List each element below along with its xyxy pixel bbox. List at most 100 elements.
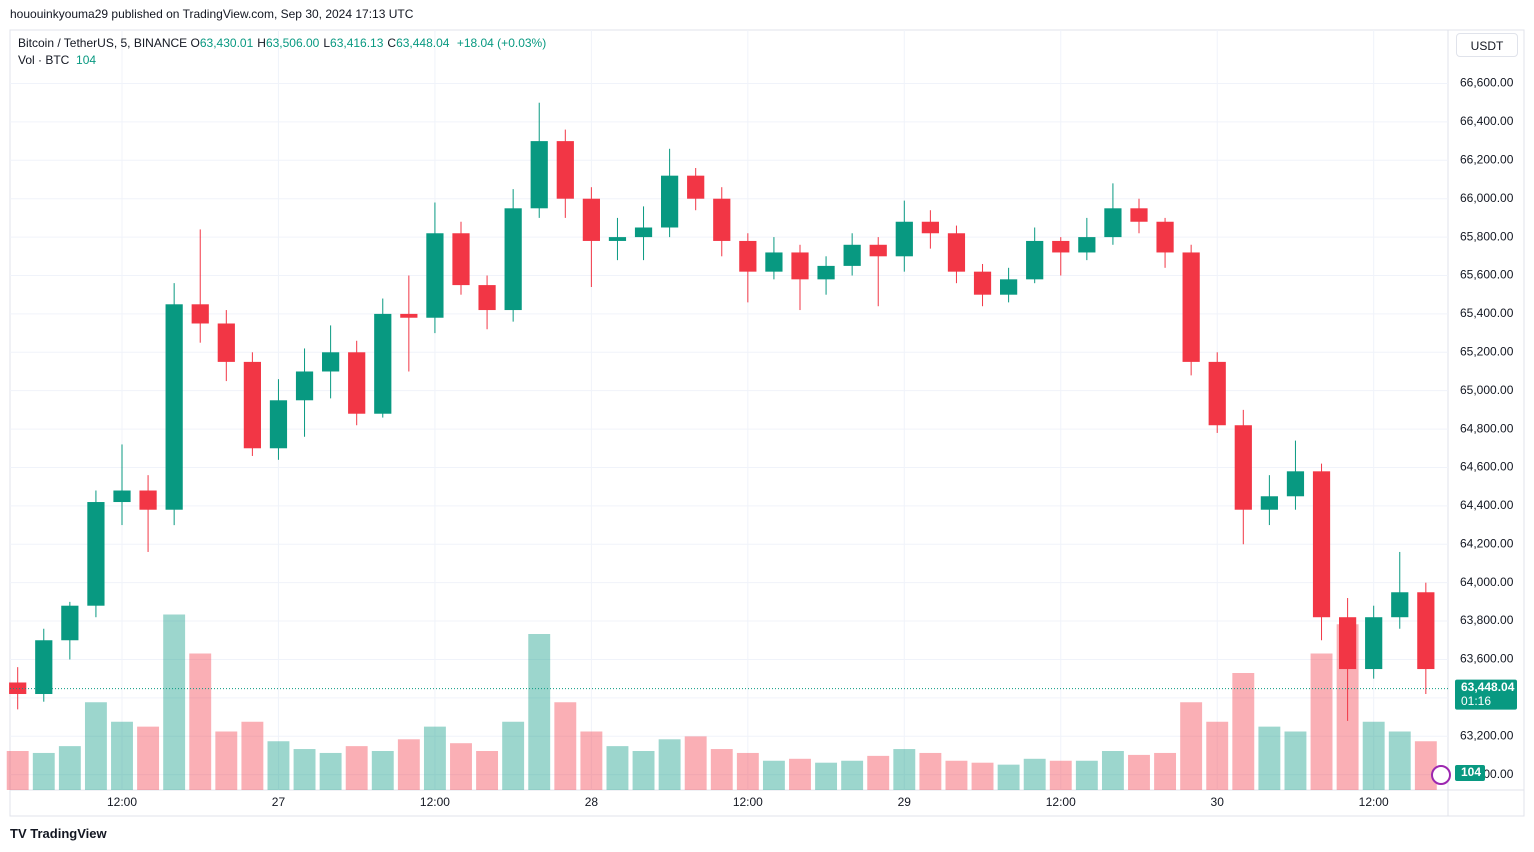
- y-tick-label: 64,600.00: [1460, 460, 1514, 474]
- candle-body: [1260, 496, 1278, 510]
- brand-logo: TV: [10, 826, 27, 841]
- volume-bar: [345, 746, 368, 790]
- y-tick-label: 63,200.00: [1460, 728, 1514, 742]
- y-tick-label: 65,000.00: [1460, 383, 1514, 397]
- candle-body: [1365, 617, 1383, 670]
- candle-body: [243, 361, 261, 449]
- volume-bar: [1075, 760, 1098, 790]
- candle-body: [1208, 361, 1226, 426]
- candle-body: [322, 352, 340, 372]
- volume-bar: [1154, 752, 1177, 790]
- ohlc-key: L: [323, 36, 331, 50]
- candle-body: [843, 244, 861, 266]
- candle-body: [530, 141, 548, 209]
- ohlc-value: 63,430.01: [199, 36, 254, 50]
- volume-bar: [1023, 758, 1046, 790]
- candle-body: [1000, 279, 1018, 295]
- alert-icon: [1431, 765, 1451, 785]
- candle-body: [947, 233, 966, 272]
- ohlc-value: 63,506.00: [265, 36, 320, 50]
- x-tick-label: 12:00: [1046, 795, 1076, 809]
- candle-body: [1234, 425, 1252, 510]
- volume-bar: [241, 721, 264, 790]
- y-tick-label: 65,600.00: [1460, 268, 1514, 282]
- x-tick-label: 12:00: [107, 795, 137, 809]
- volume-bar: [945, 760, 968, 790]
- candle-body: [556, 141, 574, 199]
- volume-bar: [1232, 673, 1255, 790]
- ohlc: O63,430.01 H63,506.00 L63,416.13 C63,448.04: [191, 36, 454, 50]
- candle-body: [374, 313, 392, 414]
- countdown: 01:16: [1461, 694, 1491, 708]
- legend-main: Bitcoin / TetherUS, 5, BINANCE O63,430.0…: [18, 35, 546, 52]
- volume-bar: [971, 762, 994, 790]
- candle-body: [478, 285, 496, 311]
- candle-body: [713, 198, 731, 241]
- volume-bar: [606, 746, 629, 790]
- y-tick-label: 66,200.00: [1460, 152, 1514, 166]
- candle-body: [217, 323, 235, 362]
- candle-body: [895, 221, 913, 257]
- candle-body: [634, 227, 653, 238]
- ohlc-value: 63,416.13: [330, 36, 384, 50]
- y-tick-label: 64,800.00: [1460, 421, 1514, 435]
- volume-bar: [137, 726, 160, 790]
- candle-body: [139, 490, 157, 510]
- candle-body: [1417, 592, 1435, 670]
- y-tick-label: 66,600.00: [1460, 76, 1514, 90]
- publish-info: hououinkyouma29 published on TradingView…: [10, 7, 414, 21]
- candle-body: [1338, 617, 1357, 670]
- candle-body: [61, 605, 79, 641]
- candle-body: [582, 198, 600, 241]
- volume-bar: [867, 755, 890, 790]
- y-tick-label: 65,800.00: [1460, 229, 1514, 243]
- volume-bar: [684, 736, 707, 790]
- candle-body: [661, 175, 679, 228]
- candle-body: [1156, 221, 1174, 253]
- volume-value: 104: [76, 53, 97, 67]
- volume-bar: [1128, 754, 1150, 790]
- candle-body: [973, 271, 992, 295]
- currency-button[interactable]: USDT: [1456, 33, 1518, 57]
- volume-bar: [423, 726, 446, 790]
- volume-badge-box: [1455, 765, 1485, 781]
- volume-bar: [163, 614, 186, 790]
- candle-body: [191, 304, 209, 324]
- candle-body: [869, 244, 887, 257]
- y-tick-label: 64,400.00: [1460, 498, 1514, 512]
- volume-bar: [1258, 726, 1281, 790]
- candle-body: [1104, 208, 1122, 238]
- volume-bar: [371, 751, 394, 790]
- volume-bar: [267, 741, 290, 790]
- candle-body: [1391, 592, 1409, 618]
- volume-bar: [1206, 721, 1229, 790]
- y-tick-label: 64,000.00: [1460, 575, 1514, 589]
- candle-body: [1130, 208, 1148, 222]
- ohlc-value: 63,448.04: [396, 36, 450, 50]
- volume-bar: [502, 721, 525, 790]
- y-tick-label: 65,400.00: [1460, 306, 1514, 320]
- volume-badge: 104: [1461, 765, 1481, 779]
- candle-body: [1026, 240, 1044, 280]
- volume-bar: [450, 743, 472, 790]
- legend-volume: Vol · BTC 104: [18, 52, 546, 69]
- ohlc-key: H: [257, 36, 266, 50]
- volume-bar: [762, 760, 785, 790]
- ohlc-key: C: [387, 36, 397, 50]
- volume-bar: [893, 749, 916, 790]
- volume-bar: [84, 702, 107, 790]
- change: +18.04 (+0.03%): [456, 36, 547, 50]
- candle-body: [426, 233, 444, 318]
- candle-body: [400, 313, 418, 318]
- volume-bar: [841, 760, 864, 790]
- candle-body: [269, 400, 288, 449]
- volume-bar: [32, 752, 55, 790]
- candle-body: [739, 240, 757, 272]
- candle-body: [1312, 471, 1331, 618]
- brand-name: TradingView: [30, 826, 107, 841]
- x-tick-label: 12:00: [420, 795, 450, 809]
- volume-bar: [815, 762, 838, 790]
- x-tick-label: 30: [1211, 795, 1225, 809]
- x-tick-label: 28: [585, 795, 599, 809]
